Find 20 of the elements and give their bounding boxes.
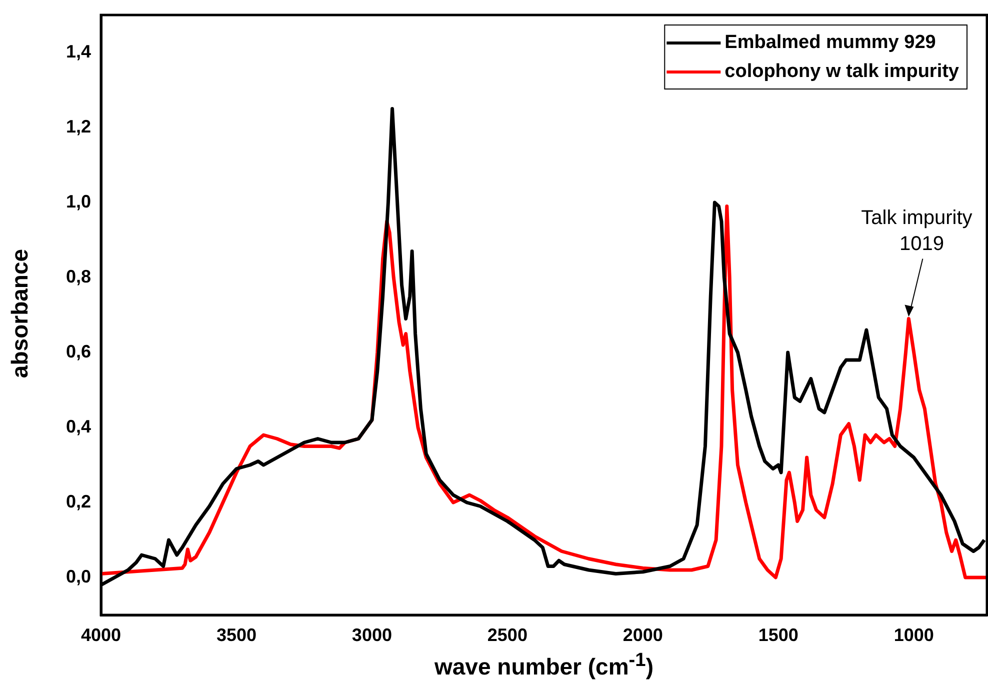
y-tick-label: 1,4 bbox=[66, 41, 91, 62]
y-tick-label: 1,0 bbox=[66, 191, 91, 212]
x-tick-label: 1000 bbox=[894, 624, 934, 645]
x-tick-label: 1500 bbox=[758, 624, 798, 645]
y-tick-label: 0,0 bbox=[66, 566, 91, 586]
x-tick-label: 4000 bbox=[80, 624, 122, 645]
x-tick-label: 3000 bbox=[352, 624, 392, 645]
y-tick-label: 1,2 bbox=[66, 116, 91, 136]
annotation: Talk impurity 1019 bbox=[861, 206, 972, 255]
legend-label: colophony w talk impurity bbox=[724, 61, 960, 82]
legend-label: Embalmed mummy 929 bbox=[724, 32, 936, 54]
x-tick-label: 3500 bbox=[216, 624, 256, 645]
y-tick-label: 0,4 bbox=[66, 416, 91, 436]
y-tick-label: 0,6 bbox=[66, 341, 91, 362]
y-tick-label: 0,2 bbox=[66, 491, 91, 512]
x-axis-title: wave number (cm$^{-1}$) bbox=[433, 650, 654, 681]
y-axis-title: absorbance bbox=[6, 248, 34, 380]
x-tick-label: 2000 bbox=[622, 624, 663, 645]
x-tick-label: 2500 bbox=[487, 624, 528, 645]
y-tick-label: 0,8 bbox=[66, 266, 91, 286]
